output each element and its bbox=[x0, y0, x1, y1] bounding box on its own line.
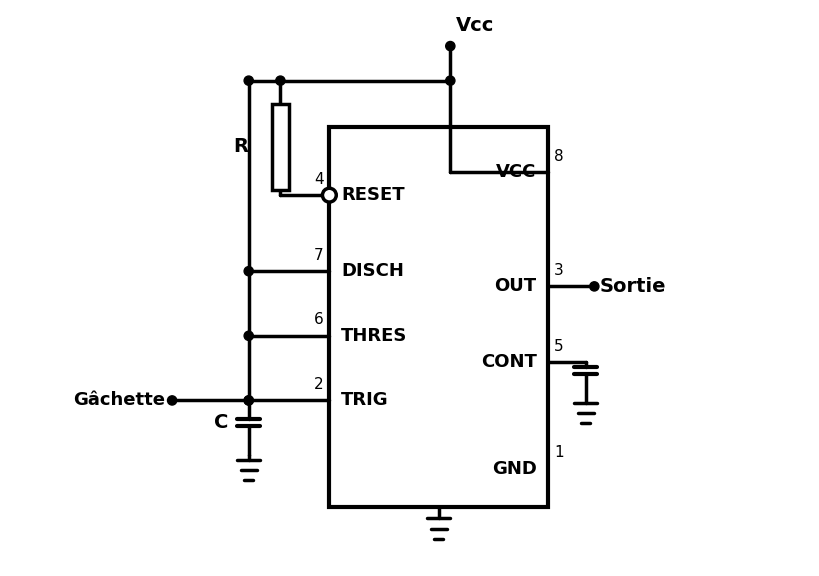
Text: THRES: THRES bbox=[341, 327, 407, 345]
Text: CONT: CONT bbox=[480, 354, 536, 372]
Text: 5: 5 bbox=[554, 339, 563, 354]
Circle shape bbox=[322, 188, 336, 202]
Text: 7: 7 bbox=[314, 248, 324, 263]
Text: VCC: VCC bbox=[495, 164, 536, 181]
Text: 1: 1 bbox=[554, 445, 563, 460]
Text: DISCH: DISCH bbox=[341, 262, 403, 280]
Text: 8: 8 bbox=[554, 149, 563, 164]
Circle shape bbox=[446, 41, 455, 51]
Text: 3: 3 bbox=[554, 263, 563, 278]
Text: 2: 2 bbox=[314, 377, 324, 392]
Circle shape bbox=[275, 76, 285, 85]
Text: Vcc: Vcc bbox=[455, 16, 494, 35]
Text: R: R bbox=[233, 138, 248, 156]
Circle shape bbox=[244, 331, 253, 340]
Circle shape bbox=[167, 396, 177, 405]
Circle shape bbox=[244, 76, 253, 85]
Text: 6: 6 bbox=[314, 312, 324, 327]
Circle shape bbox=[244, 396, 253, 405]
Text: TRIG: TRIG bbox=[341, 392, 388, 410]
Text: RESET: RESET bbox=[341, 186, 404, 204]
Text: 4: 4 bbox=[314, 172, 324, 187]
Bar bbox=[329, 127, 548, 507]
Text: C: C bbox=[214, 414, 229, 432]
Bar bbox=[271, 104, 288, 190]
Text: OUT: OUT bbox=[494, 278, 536, 295]
Text: Sortie: Sortie bbox=[600, 277, 666, 296]
Text: GND: GND bbox=[491, 460, 536, 478]
Circle shape bbox=[589, 282, 598, 291]
Text: Gâchette: Gâchette bbox=[73, 392, 165, 410]
Circle shape bbox=[244, 396, 253, 405]
Circle shape bbox=[446, 76, 455, 85]
Circle shape bbox=[244, 267, 253, 276]
